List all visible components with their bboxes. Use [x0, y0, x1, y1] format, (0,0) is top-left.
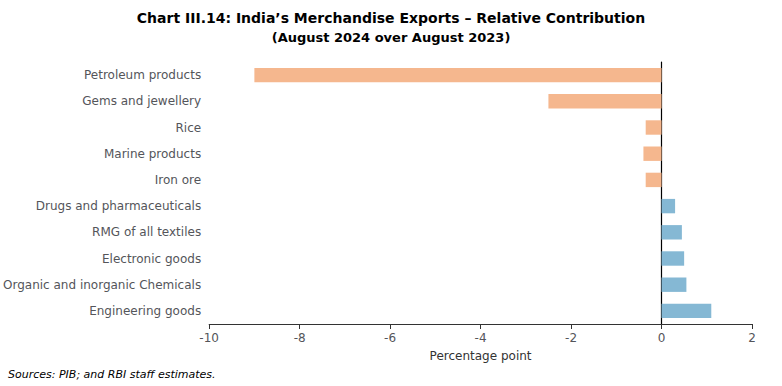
svg-text:Rice: Rice: [175, 121, 201, 135]
svg-text:-6: -6: [384, 331, 396, 345]
svg-text:Marine products: Marine products: [104, 147, 201, 161]
svg-text:-2: -2: [565, 331, 577, 345]
svg-text:Chart III.14: India’s Merchand: Chart III.14: India’s Merchandise Export…: [137, 10, 645, 26]
svg-text:Engineering goods: Engineering goods: [89, 304, 201, 318]
svg-text:2: 2: [748, 331, 756, 345]
svg-text:Percentage point: Percentage point: [430, 349, 532, 363]
svg-text:Electronic goods: Electronic goods: [102, 252, 201, 266]
svg-text:-4: -4: [475, 331, 487, 345]
svg-text:Gems and jewellery: Gems and jewellery: [82, 94, 201, 108]
svg-text:0: 0: [658, 331, 666, 345]
svg-text:-8: -8: [294, 331, 306, 345]
svg-text:RMG of all textiles: RMG of all textiles: [92, 225, 201, 239]
svg-text:Petroleum products: Petroleum products: [84, 68, 201, 82]
svg-text:Iron ore: Iron ore: [155, 173, 201, 187]
svg-text:Sources: PIB; and RBI staff es: Sources: PIB; and RBI staff estimates.: [8, 368, 216, 381]
svg-text:Drugs and pharmaceuticals: Drugs and pharmaceuticals: [36, 199, 201, 213]
svg-text:(August 2024 over August 2023): (August 2024 over August 2023): [272, 30, 511, 45]
svg-text:-10: -10: [199, 331, 219, 345]
svg-text:Organic and inorganic Chemical: Organic and inorganic Chemicals: [3, 278, 201, 292]
